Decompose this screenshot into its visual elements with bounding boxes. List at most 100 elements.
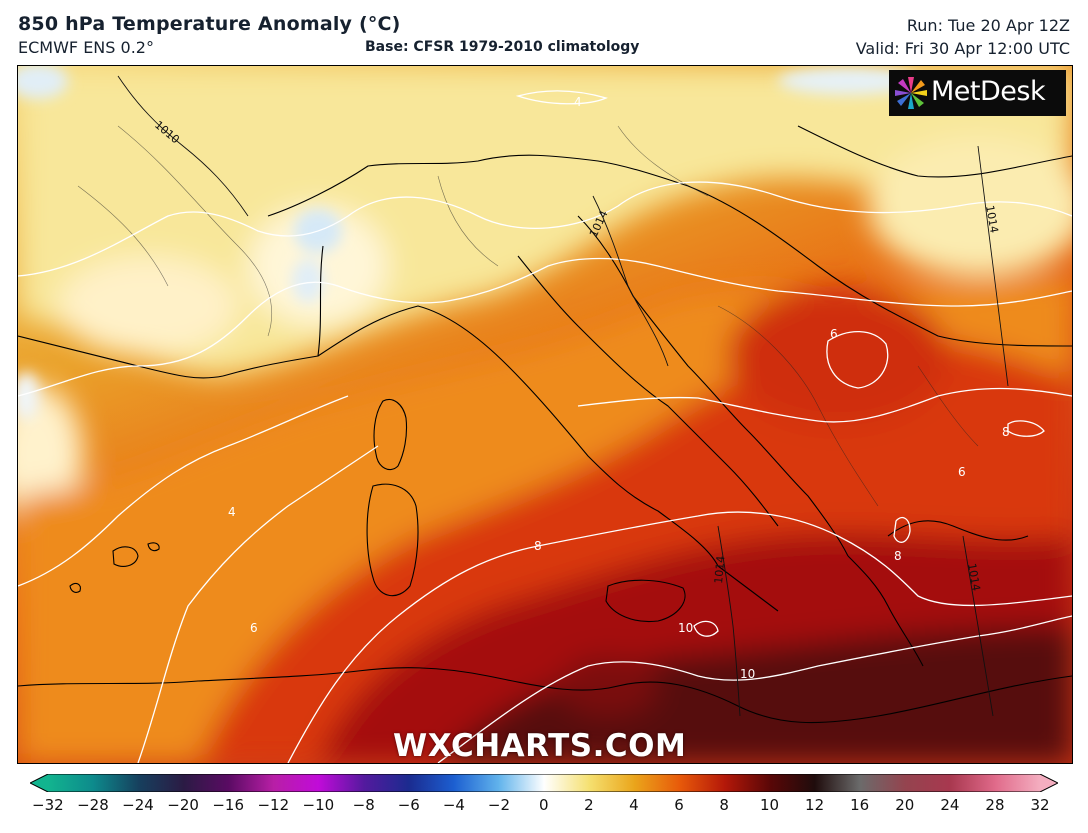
colorbar-tick-label: −28 — [77, 796, 109, 814]
colorbar-segment — [93, 774, 139, 792]
colorbar-tick-label: 2 — [584, 796, 594, 814]
colorbar-tick-label: 8 — [719, 796, 729, 814]
colorbar-tick-label: −10 — [302, 796, 335, 814]
contour-10-south — [437, 615, 1072, 763]
isobars — [117, 75, 1009, 717]
colorbar-tick-label: −20 — [167, 796, 199, 814]
coastlines — [18, 125, 1072, 724]
colorbar-tick-label: −16 — [212, 796, 245, 814]
hot-spot-libya — [558, 656, 658, 716]
contour-6-west — [137, 445, 379, 763]
cool-west-region — [58, 256, 238, 356]
sardinia-island — [366, 483, 419, 597]
contour-8-ring-greece — [893, 517, 911, 543]
colorbar-min-arrow — [30, 774, 48, 792]
balearic-island-menorca — [147, 542, 160, 552]
temperature-contours — [18, 90, 1072, 763]
darkest-region — [438, 626, 1072, 763]
colorbar-tick-label: 24 — [940, 796, 960, 814]
contour-label: 6 — [250, 621, 258, 635]
colorbar-tick-label: 28 — [985, 796, 1005, 814]
corsica-island — [373, 399, 408, 471]
blue-cool-spot-northwest — [18, 66, 68, 99]
blue-cool-spot-west-edge — [18, 372, 40, 420]
colorbar-segment — [859, 774, 906, 792]
colorbar-segment — [679, 774, 725, 792]
border-balkans — [687, 185, 1072, 347]
metdesk-pinwheel-icon — [895, 77, 927, 109]
border-line-5 — [77, 185, 169, 287]
colorbar-max-arrow — [1040, 774, 1058, 792]
coastline-north-africa — [18, 667, 1072, 724]
colorbar-segment — [949, 774, 996, 792]
contour-label: 8 — [894, 549, 902, 563]
wxcharts-watermark: WXCHARTS.COM — [393, 728, 687, 764]
blue-cool-spot-north — [778, 67, 918, 95]
valid-time-label: Valid: Fri 30 Apr 12:00 UTC — [855, 39, 1070, 58]
temperature-contour-labels: 4 4 6 6 6 8 8 8 10 10 — [228, 95, 1010, 681]
internal-borders — [77, 125, 979, 507]
border-alps — [267, 154, 689, 217]
isobar-label: 1014 — [712, 555, 727, 584]
cool-northeast-region — [868, 136, 1072, 276]
run-time-label: Run: Tue 20 Apr 12Z — [906, 16, 1070, 35]
colorbar-segment — [589, 774, 635, 792]
border-line-1 — [117, 125, 273, 337]
colorbar-segment — [634, 774, 680, 792]
colorbar-tick-label: 12 — [805, 796, 825, 814]
contour-2-north — [18, 181, 1072, 277]
contour-label: 8 — [1002, 425, 1010, 439]
metdesk-logo-text: MetDesk — [931, 76, 1046, 107]
colorbar-segment — [724, 774, 770, 792]
colorbar-tick-label: −2 — [487, 796, 511, 814]
colorbar-segment — [408, 774, 455, 792]
contour-6-ring — [826, 330, 889, 389]
model-label: ECMWF ENS 0.2° — [18, 38, 154, 57]
contour-10-ring — [693, 620, 719, 637]
colorbar — [30, 774, 1058, 792]
balearic-island-ibiza — [69, 582, 81, 593]
colorbar-segment — [183, 774, 229, 792]
colorbar-segment — [228, 774, 274, 792]
colorbar-segment — [453, 774, 500, 792]
contour-4-north — [18, 257, 1072, 397]
colorbar-segment — [48, 774, 94, 792]
coastline-liguria-italy — [222, 305, 779, 612]
colorbar-segment — [814, 774, 861, 792]
colorbar-tick-label: 4 — [629, 796, 639, 814]
contour-label: 6 — [830, 327, 838, 341]
isobar-label: 1014 — [983, 204, 1001, 234]
colorbar-tick-label: 32 — [1030, 796, 1050, 814]
border-france-italy — [317, 245, 324, 357]
contour-4-north-ring — [515, 90, 608, 105]
isobar-label: 1014 — [965, 562, 983, 592]
coastline-adriatic-west — [517, 255, 779, 527]
contour-4-west — [18, 395, 349, 587]
colorbar-segment — [498, 774, 545, 792]
hot-balkans-region — [728, 286, 948, 426]
base-climatology-label: Base: CFSR 1979-2010 climatology — [365, 39, 640, 55]
map-canvas: 4 4 6 6 6 8 8 8 10 10 10 10 1014 1014 101… — [18, 66, 1072, 763]
colorbar-segment — [904, 774, 951, 792]
border-line-6 — [617, 125, 709, 197]
contour-label: 4 — [574, 95, 582, 109]
border-line-2 — [437, 175, 499, 267]
colorbar-tick-label: 20 — [895, 796, 915, 814]
border-northeast — [797, 125, 1072, 178]
contour-label: 4 — [228, 505, 236, 519]
chart-title: 850 hPa Temperature Anomaly (°C) — [18, 13, 401, 35]
coastline-greece — [847, 520, 1029, 667]
anomaly-field-shading — [18, 66, 1072, 763]
isobar-1014-adriatic — [592, 195, 669, 367]
colorbar-tick-label: −4 — [442, 796, 465, 814]
isobar-1014-greece — [962, 535, 994, 717]
colorbar-tick-label: 16 — [850, 796, 870, 814]
border-line-4 — [917, 365, 979, 447]
isobar-1010 — [117, 75, 249, 217]
colorbar-tick-label: 6 — [674, 796, 684, 814]
colorbar-tick-label: −32 — [32, 796, 64, 814]
colorbar-segment — [318, 774, 365, 792]
sicily-island — [605, 579, 686, 623]
colorbar-segment — [138, 774, 184, 792]
contour-6-balkans — [577, 387, 1072, 423]
